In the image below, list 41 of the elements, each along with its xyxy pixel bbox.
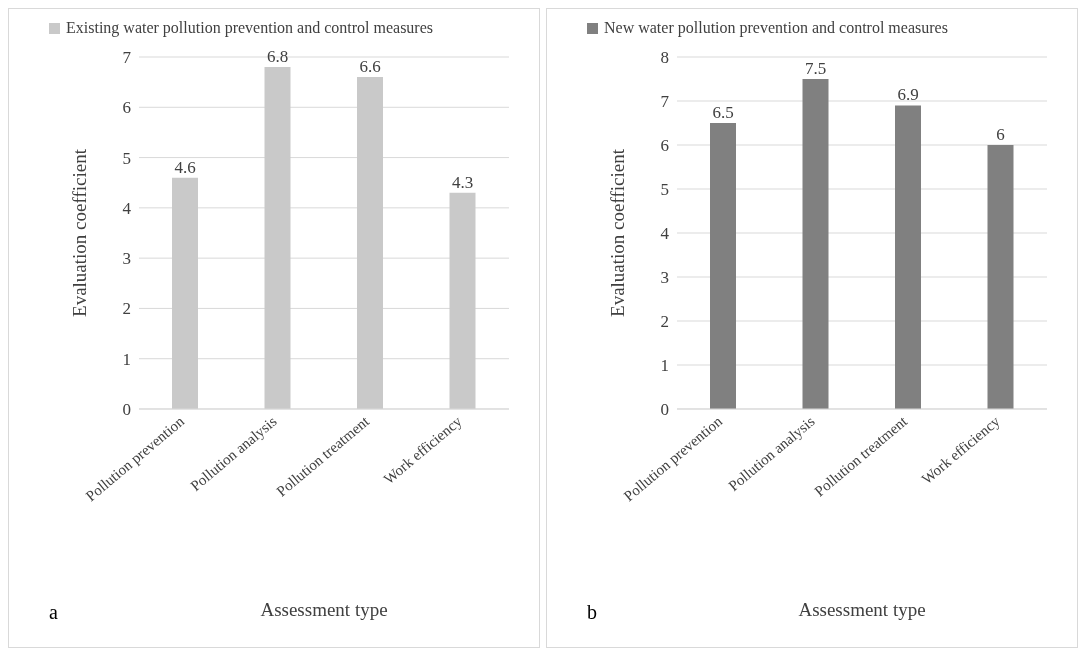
y-tick-label: 0: [660, 400, 669, 420]
y-tick-label: 7: [660, 92, 670, 112]
y-tick-label: 8: [660, 48, 669, 68]
data-label: 4.6: [174, 157, 196, 177]
data-label: 6.9: [897, 85, 919, 105]
bar: [264, 67, 291, 409]
y-tick-label: 0: [122, 400, 131, 420]
data-label: 6: [996, 125, 1005, 144]
y-axis-title: Evaluation coefficient: [68, 148, 90, 317]
x-axis-title: Assessment type: [259, 599, 389, 621]
bar: [802, 79, 829, 409]
y-tick-label: 2: [122, 299, 131, 319]
y-tick-label: 1: [122, 349, 131, 369]
y-tick-label: 4: [660, 224, 670, 244]
data-label: 4.3: [451, 172, 474, 192]
bar: [357, 77, 383, 409]
y-tick-label: 4: [122, 198, 132, 218]
legend-label: Existing water pollution prevention and control measures: [66, 19, 434, 37]
x-axis-title: Assessment type: [797, 599, 927, 621]
text: a: [49, 601, 58, 624]
bar: [895, 105, 921, 409]
y-tick-label: 5: [660, 180, 669, 200]
bar: [172, 177, 198, 409]
bar: [710, 123, 736, 409]
data-label: 7.5: [804, 59, 827, 78]
y-tick-label: 6: [660, 136, 669, 156]
y-tick-label: 7: [122, 48, 132, 68]
data-label: 6.5: [712, 103, 734, 122]
bar: [987, 145, 1014, 409]
y-axis-title: Evaluation coefficient: [606, 148, 628, 317]
text: b: [587, 601, 597, 624]
y-tick-label: 3: [122, 249, 131, 269]
legend-label: New water pollution prevention and control measures: [604, 19, 948, 37]
data-label: 6.6: [359, 57, 381, 77]
y-tick-label: 2: [660, 312, 669, 332]
y-tick-label: 5: [122, 148, 131, 168]
y-tick-label: 6: [122, 98, 131, 118]
y-tick-label: 1: [660, 356, 669, 376]
data-label: 6.8: [266, 47, 289, 67]
y-tick-label: 3: [660, 268, 669, 288]
bar: [449, 192, 476, 409]
